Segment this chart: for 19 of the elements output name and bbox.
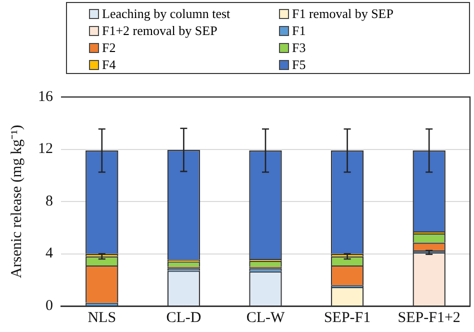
legend-label: F3: [292, 40, 306, 56]
x-tick-label: CL-D: [166, 310, 202, 326]
x-tick-label: SEP-F1: [324, 310, 371, 326]
legend-label: F1+2 removal by SEP: [102, 23, 218, 40]
legend-label: F2: [102, 40, 116, 56]
x-tick-label: SEP-F1+2: [398, 310, 460, 326]
legend-label: F1 removal by SEP: [292, 6, 394, 22]
x-tick-label: CL-W: [246, 310, 286, 326]
legend-label: F4: [102, 56, 116, 73]
legend-label: F5: [292, 56, 306, 73]
y-tick-label: 12: [38, 141, 53, 158]
x-tick-label: NLS: [88, 310, 116, 326]
y-tick-label: 4: [46, 246, 54, 262]
y-tick-label: 8: [46, 193, 53, 210]
legend-label: F1: [292, 23, 306, 40]
legend-label: Leaching by column test: [102, 6, 230, 22]
y-axis-title: Arsenic release (mg kg⁻¹): [8, 124, 25, 278]
y-tick-label: 16: [38, 88, 54, 105]
y-tick-label: 0: [46, 298, 53, 314]
